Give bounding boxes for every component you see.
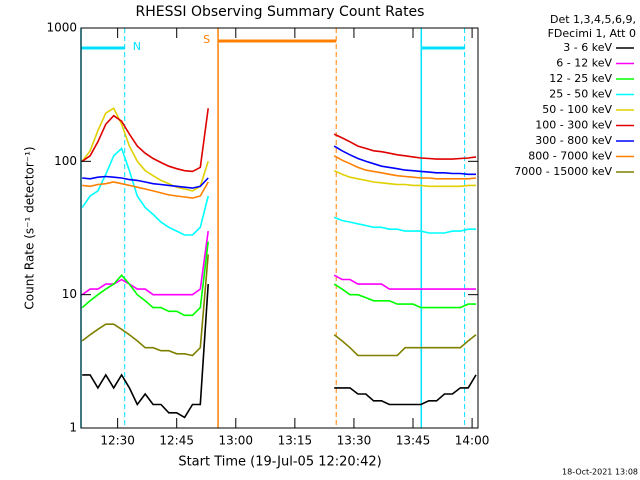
series-line bbox=[82, 145, 476, 189]
x-tick-label: 13:30 bbox=[337, 434, 372, 448]
x-tick-label: 13:45 bbox=[396, 434, 431, 448]
legend-header: FDecimi 1, Att 0 bbox=[548, 27, 636, 40]
x-tick-label: 13:15 bbox=[278, 434, 313, 448]
legend-label: 800 - 7000 keV bbox=[528, 150, 612, 163]
series-line bbox=[81, 107, 476, 192]
x-tick-label: 12:30 bbox=[100, 434, 135, 448]
legend-label: 50 - 100 keV bbox=[542, 103, 612, 116]
x-tick-label: 13:00 bbox=[218, 434, 253, 448]
interval-label: N bbox=[133, 40, 141, 53]
y-tick-label: 1 bbox=[69, 421, 77, 435]
series-line bbox=[81, 108, 477, 173]
interval-label: S bbox=[203, 33, 210, 46]
legend-label: 3 - 6 keV bbox=[563, 41, 612, 54]
series-line bbox=[81, 146, 476, 236]
x-tick-label: 14:00 bbox=[455, 434, 490, 448]
chart-title: RHESSI Observing Summary Count Rates bbox=[136, 4, 425, 20]
legend-label: 7000 - 15000 keV bbox=[514, 165, 612, 178]
legend-label: 300 - 800 keV bbox=[535, 134, 612, 147]
y-tick-label: 1000 bbox=[46, 21, 77, 35]
legend-label: 12 - 25 keV bbox=[549, 72, 612, 85]
legend-label: 6 - 12 keV bbox=[556, 57, 612, 70]
y-tick-label: 100 bbox=[54, 154, 77, 168]
series-line bbox=[81, 230, 476, 296]
legend-label: 25 - 50 keV bbox=[549, 88, 612, 101]
series-line bbox=[81, 254, 477, 357]
plot-frame bbox=[80, 27, 479, 429]
y-tick-label: 10 bbox=[62, 287, 77, 301]
legend-header: Det 1,3,4,5,6,9, bbox=[550, 13, 636, 26]
series-line bbox=[82, 155, 477, 199]
y-axis-label: Count Rate (s⁻¹ detector⁻¹) bbox=[23, 146, 37, 309]
series-line bbox=[82, 284, 477, 419]
series-line bbox=[81, 241, 476, 317]
timestamp: 18-Oct-2021 13:08 bbox=[562, 468, 638, 477]
x-axis-label: Start Time (19-Jul-05 12:20:42) bbox=[178, 455, 381, 470]
x-tick-label: 12:45 bbox=[159, 434, 194, 448]
legend-label: 100 - 300 keV bbox=[535, 119, 612, 132]
